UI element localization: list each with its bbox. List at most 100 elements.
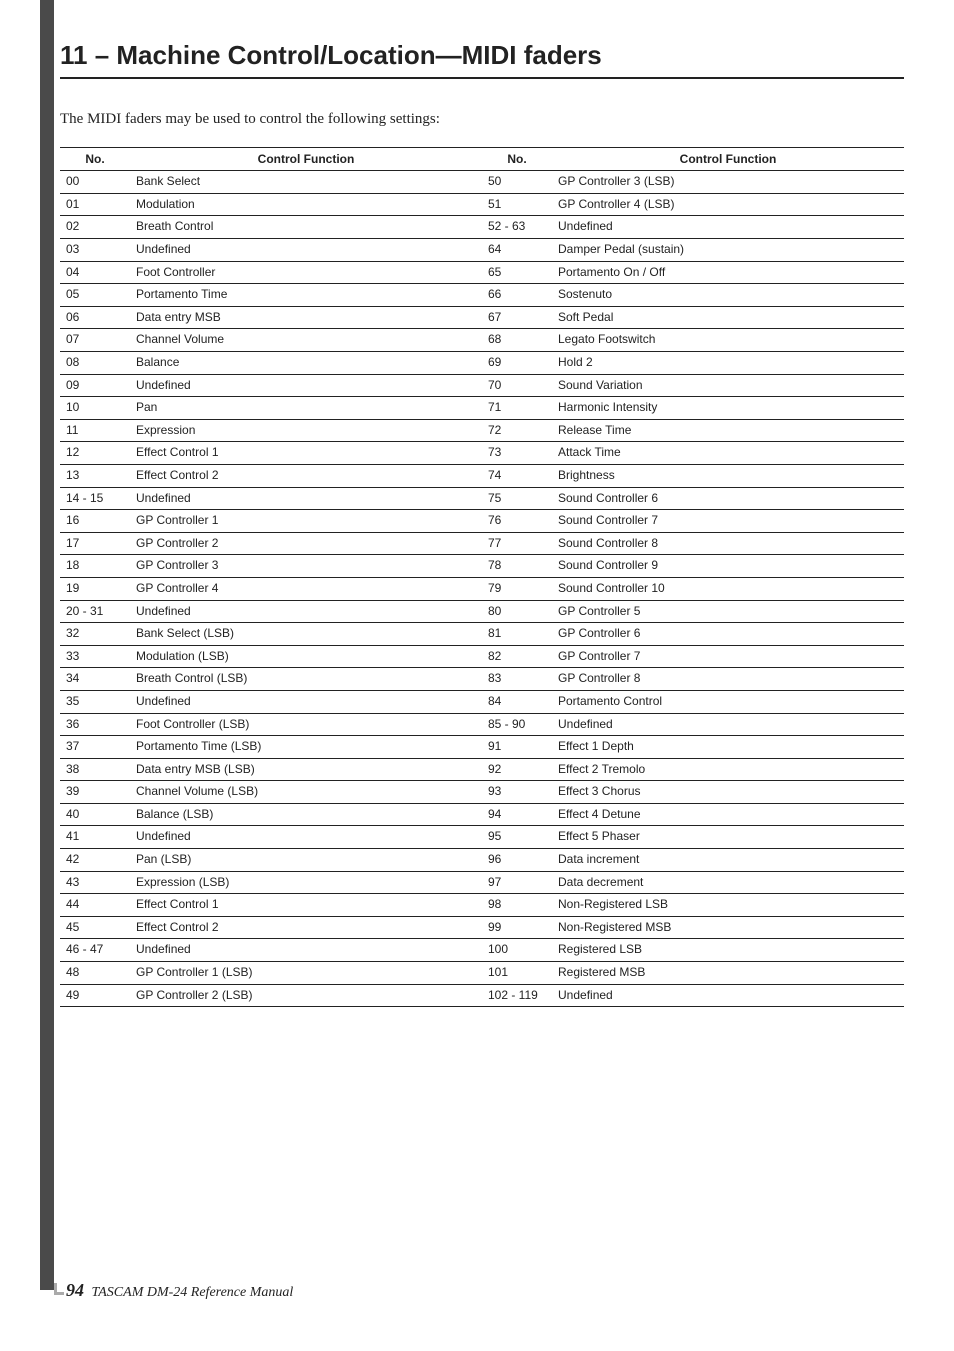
cell-no: 46 - 47 (60, 939, 130, 962)
cell-no: 70 (482, 374, 552, 397)
cell-fn: Effect Control 1 (130, 894, 482, 917)
cell-fn: Non-Registered LSB (552, 894, 904, 917)
cell-fn: GP Controller 2 (130, 532, 482, 555)
cell-fn: Pan (130, 397, 482, 420)
cell-no: 17 (60, 532, 130, 555)
cell-no: 03 (60, 239, 130, 262)
cell-no: 78 (482, 555, 552, 578)
midi-faders-table-left: No. Control Function 00Bank Select01Modu… (60, 147, 482, 1007)
table-row: 39Channel Volume (LSB) (60, 781, 482, 804)
cell-fn: Damper Pedal (sustain) (552, 239, 904, 262)
cell-no: 84 (482, 690, 552, 713)
cell-no: 01 (60, 193, 130, 216)
cell-no: 08 (60, 352, 130, 375)
cell-no: 51 (482, 193, 552, 216)
cell-fn: Portamento Time (130, 284, 482, 307)
cell-no: 33 (60, 645, 130, 668)
cell-fn: Bank Select (LSB) (130, 623, 482, 646)
cell-fn: Undefined (130, 939, 482, 962)
cell-fn: Balance (LSB) (130, 803, 482, 826)
table-row: 96Data increment (482, 849, 904, 872)
table-row: 74Brightness (482, 464, 904, 487)
cell-no: 76 (482, 510, 552, 533)
cell-no: 13 (60, 464, 130, 487)
cell-no: 99 (482, 916, 552, 939)
table-row: 09Undefined (60, 374, 482, 397)
cell-fn: Foot Controller (130, 261, 482, 284)
cell-fn: Effect 5 Phaser (552, 826, 904, 849)
intro-paragraph: The MIDI faders may be used to control t… (60, 109, 460, 129)
left-margin-stripe (40, 0, 54, 1290)
table-row: 99Non-Registered MSB (482, 916, 904, 939)
table-row: 35Undefined (60, 690, 482, 713)
cell-no: 09 (60, 374, 130, 397)
cell-fn: Pan (LSB) (130, 849, 482, 872)
cell-no: 37 (60, 736, 130, 759)
cell-no: 16 (60, 510, 130, 533)
cell-no: 79 (482, 577, 552, 600)
cell-no: 49 (60, 984, 130, 1007)
cell-no: 48 (60, 962, 130, 985)
table-row: 43Expression (LSB) (60, 871, 482, 894)
cell-fn: GP Controller 3 (LSB) (552, 171, 904, 194)
table-row: 05Portamento Time (60, 284, 482, 307)
table-row: 38Data entry MSB (LSB) (60, 758, 482, 781)
cell-no: 75 (482, 487, 552, 510)
cell-fn: Balance (130, 352, 482, 375)
cell-fn: Sound Controller 6 (552, 487, 904, 510)
cell-fn: Data increment (552, 849, 904, 872)
cell-fn: Sound Controller 9 (552, 555, 904, 578)
table-row: 14 - 15Undefined (60, 487, 482, 510)
table-row: 64Damper Pedal (sustain) (482, 239, 904, 262)
cell-fn: Sound Controller 7 (552, 510, 904, 533)
table-row: 102 - 119Undefined (482, 984, 904, 1007)
table-row: 98Non-Registered LSB (482, 894, 904, 917)
cell-fn: Data entry MSB (LSB) (130, 758, 482, 781)
cell-fn: Soft Pedal (552, 306, 904, 329)
table-row: 06Data entry MSB (60, 306, 482, 329)
footer-text: TASCAM DM-24 Reference Manual (92, 1285, 294, 1300)
chapter-title: 11 – Machine Control/Location—MIDI fader… (60, 40, 904, 71)
table-row: 73Attack Time (482, 442, 904, 465)
cell-fn: Undefined (552, 713, 904, 736)
table-row: 69Hold 2 (482, 352, 904, 375)
cell-no: 20 - 31 (60, 600, 130, 623)
cell-no: 02 (60, 216, 130, 239)
cell-fn: Undefined (552, 216, 904, 239)
cell-no: 04 (60, 261, 130, 284)
table-row: 71Harmonic Intensity (482, 397, 904, 420)
cell-fn: Attack Time (552, 442, 904, 465)
cell-no: 06 (60, 306, 130, 329)
table-row: 95Effect 5 Phaser (482, 826, 904, 849)
midi-faders-table-right: No. Control Function 50GP Controller 3 (… (482, 147, 904, 1007)
cell-no: 81 (482, 623, 552, 646)
cell-no: 93 (482, 781, 552, 804)
cell-no: 35 (60, 690, 130, 713)
table-row: 32Bank Select (LSB) (60, 623, 482, 646)
cell-fn: Modulation (LSB) (130, 645, 482, 668)
cell-fn: Effect Control 1 (130, 442, 482, 465)
cell-no: 05 (60, 284, 130, 307)
table-row: 07Channel Volume (60, 329, 482, 352)
cell-fn: Portamento Control (552, 690, 904, 713)
table-row: 70Sound Variation (482, 374, 904, 397)
table-row: 44Effect Control 1 (60, 894, 482, 917)
cell-fn: Undefined (130, 239, 482, 262)
cell-no: 83 (482, 668, 552, 691)
table-row: 04Foot Controller (60, 261, 482, 284)
cell-no: 71 (482, 397, 552, 420)
cell-no: 100 (482, 939, 552, 962)
cell-fn: Sound Controller 10 (552, 577, 904, 600)
cell-fn: Expression (LSB) (130, 871, 482, 894)
table-row: 11Expression (60, 419, 482, 442)
cell-no: 72 (482, 419, 552, 442)
table-row: 08Balance (60, 352, 482, 375)
cell-fn: Breath Control (LSB) (130, 668, 482, 691)
table-row: 17GP Controller 2 (60, 532, 482, 555)
table-row: 80GP Controller 5 (482, 600, 904, 623)
table-row: 10Pan (60, 397, 482, 420)
cell-fn: Portamento Time (LSB) (130, 736, 482, 759)
cell-no: 74 (482, 464, 552, 487)
table-row: 72Release Time (482, 419, 904, 442)
table-row: 03Undefined (60, 239, 482, 262)
